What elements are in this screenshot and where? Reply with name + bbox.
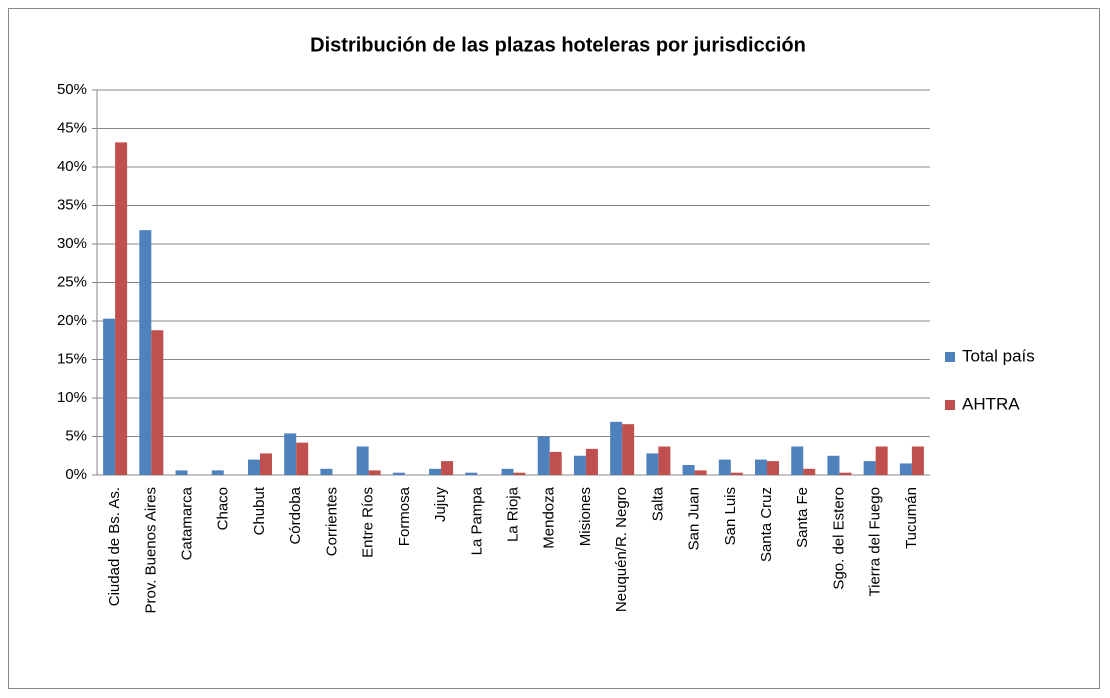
legend-swatch [945,352,955,362]
bar [320,468,333,475]
bar [791,446,804,475]
bar [356,446,369,475]
bar [211,470,224,475]
x-tick-label: Chaco [215,487,232,530]
legend-label: AHTRA [962,394,1020,413]
bar [610,421,623,475]
y-tick-label: 35% [57,196,87,213]
bar [911,446,924,475]
bar [103,318,116,475]
bar [658,446,671,475]
y-tick-label: 0% [65,466,87,483]
y-tick-label: 25% [57,273,87,290]
bar [682,464,695,475]
bar [175,470,188,475]
bar [139,230,152,475]
x-tick-label: Prov. Buenos Aires [142,487,159,613]
bar [392,472,405,475]
bar [622,424,635,475]
x-tick-label: Sgo. del Estero [830,487,847,590]
bar [247,459,260,475]
x-tick-label: Salta [649,486,666,521]
x-tick-label: Tierra del Fuego [867,487,884,597]
bar [441,461,454,475]
bar [537,436,550,475]
bar [767,461,780,475]
x-tick-label: Chubut [251,486,268,535]
bar [429,468,442,475]
y-tick-label: 30% [57,235,87,252]
bar [549,451,562,475]
bar [284,433,297,475]
bar [585,448,598,475]
x-tick-label: Mendoza [541,486,558,548]
y-tick-label: 20% [57,312,87,329]
x-tick-label: San Juan [686,487,703,550]
chart-border [8,8,1100,689]
x-tick-label: Formosa [396,486,413,546]
x-tick-label: Entre Ríos [360,487,377,558]
bar [803,468,816,475]
legend-swatch [945,400,955,410]
bar [465,472,478,475]
bar [827,455,840,475]
x-tick-label: Catamarca [179,486,196,560]
bar [296,442,309,475]
bar [875,446,888,475]
bar [513,472,526,475]
x-tick-label: Córdoba [287,486,304,544]
x-tick-label: Ciudad de Bs. As. [106,487,123,606]
x-tick-label: Jujuy [432,487,449,523]
chart-title: Distribución de las plazas hoteleras por… [310,34,806,56]
bar [646,453,659,475]
bar [755,459,768,475]
bar [259,453,272,475]
x-tick-label: La Pampa [468,486,485,555]
x-tick-label: Santa Fe [794,487,811,548]
bar [368,470,381,475]
y-tick-label: 10% [57,389,87,406]
x-tick-label: Corrientes [323,487,340,556]
y-tick-label: 50% [57,81,87,98]
bar [501,468,514,475]
x-tick-label: La Rioja [504,486,521,542]
x-tick-label: Neuquén/R. Negro [613,487,630,612]
x-tick-label: Misiones [577,487,594,546]
bar [573,455,586,475]
y-tick-label: 40% [57,158,87,175]
bar [718,459,731,475]
bar [115,142,128,476]
bar [694,470,707,475]
y-tick-label: 45% [57,119,87,136]
bar [839,472,852,475]
y-tick-label: 15% [57,350,87,367]
x-tick-label: San Luis [722,487,739,545]
bar [863,461,876,475]
legend-label: Total país [962,346,1035,365]
x-tick-label: Santa Cruz [758,487,775,562]
bar [899,463,912,475]
bar [151,330,164,475]
bar [730,472,743,475]
x-tick-label: Tucumán [903,487,920,549]
y-tick-label: 5% [65,427,87,444]
